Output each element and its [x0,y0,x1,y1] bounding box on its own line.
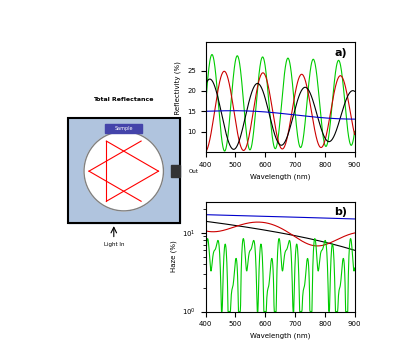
Y-axis label: Haze (%): Haze (%) [170,241,177,272]
Text: b): b) [334,207,347,217]
Text: Total Reflectance: Total Reflectance [93,97,154,102]
Text: Sample: Sample [115,126,133,131]
X-axis label: Wavelength (nm): Wavelength (nm) [250,173,310,180]
Bar [171,165,180,177]
Bar [68,118,180,223]
Circle shape [84,132,164,211]
Text: a): a) [335,48,347,57]
Bar [105,124,142,133]
Y-axis label: Total Reflectivity (%): Total Reflectivity (%) [175,61,181,133]
Bar [68,118,180,223]
Text: Out: Out [188,169,198,174]
Text: Light In: Light In [104,242,124,247]
X-axis label: Wavelength (nm): Wavelength (nm) [250,333,310,339]
